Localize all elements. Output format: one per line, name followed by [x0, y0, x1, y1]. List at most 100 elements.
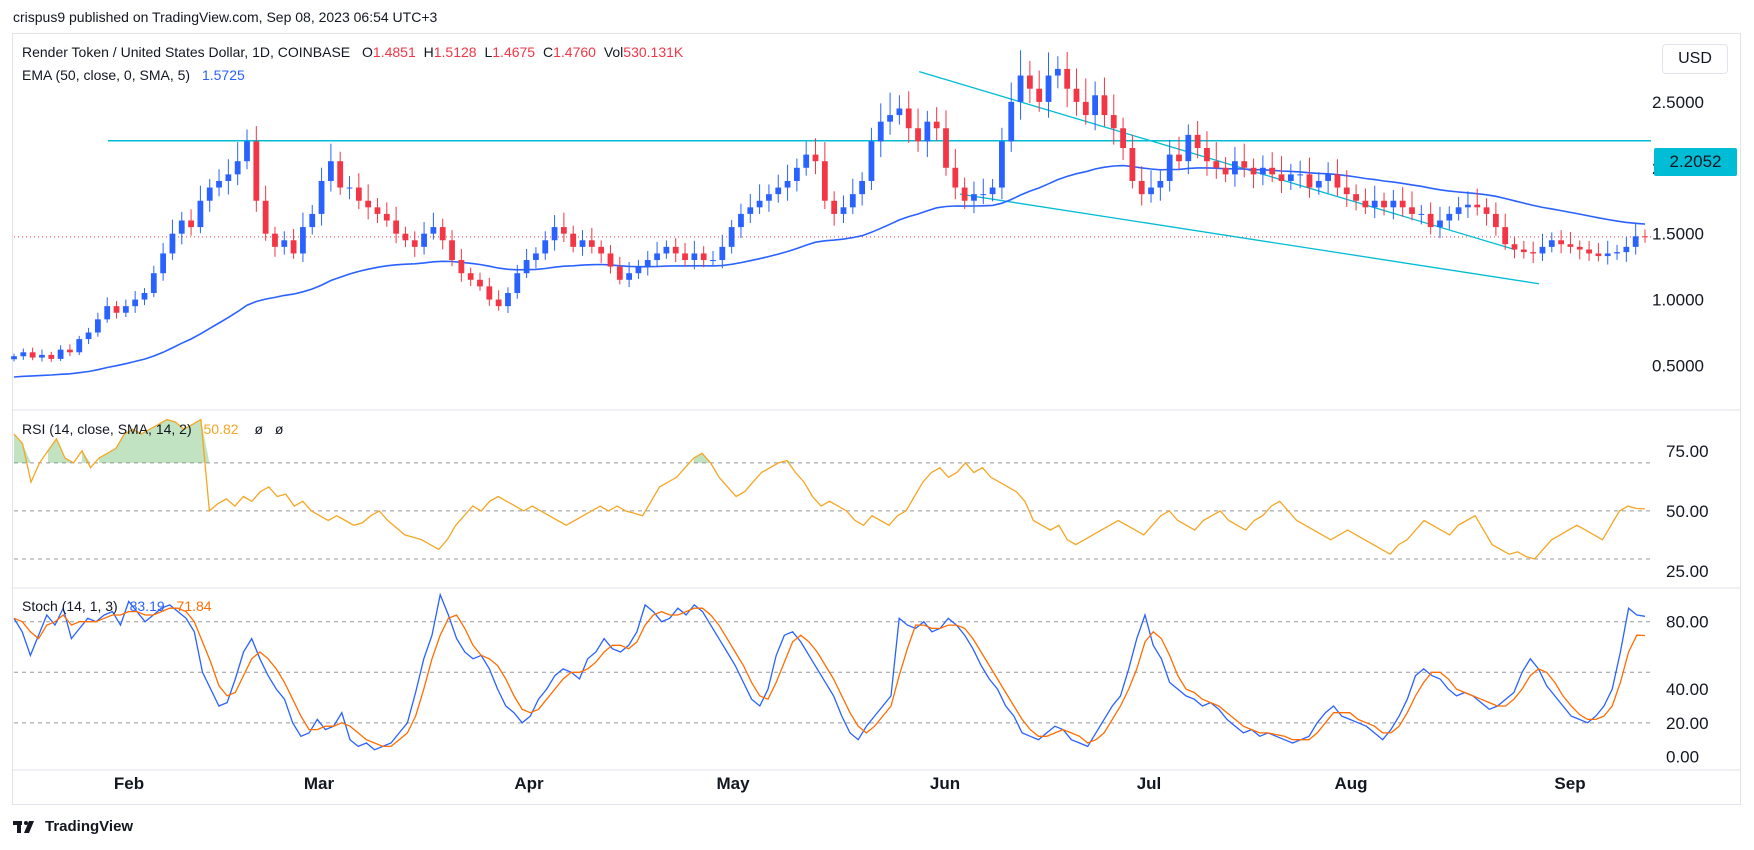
- candle-body: [48, 354, 55, 359]
- candle-body: [94, 319, 101, 333]
- candle-body: [1623, 246, 1630, 253]
- candle-body: [1353, 194, 1359, 201]
- candle-body: [812, 154, 819, 162]
- candle-body: [505, 292, 511, 307]
- close-label: C: [542, 44, 554, 60]
- stoch-tick-0: 0.00: [1666, 748, 1699, 767]
- month-tick-jun: Jun: [930, 774, 960, 793]
- candle-body: [1465, 204, 1471, 208]
- stoch-tick-2: 40.00: [1666, 680, 1709, 699]
- close-value: 1.4760: [553, 44, 596, 60]
- candle-body: [150, 273, 157, 293]
- candle-body: [971, 194, 977, 201]
- candle-body: [570, 233, 577, 247]
- candle-body: [933, 121, 940, 129]
- candle-body: [495, 299, 502, 307]
- candle-body: [877, 121, 884, 142]
- candle-body: [1026, 75, 1033, 89]
- candle-body: [1343, 187, 1350, 195]
- candle-body: [598, 246, 605, 254]
- candle-body: [1530, 252, 1537, 254]
- candle-body: [1548, 240, 1555, 247]
- candle-body: [113, 306, 120, 313]
- volume-value: 530.131K: [623, 44, 684, 60]
- candle-body: [1120, 128, 1126, 149]
- rsi-tick-2: 75.00: [1666, 442, 1709, 461]
- open-value: 1.4851: [372, 44, 416, 60]
- candle-body: [1204, 148, 1210, 162]
- rsi-value: 50.82: [203, 421, 239, 437]
- rsi-label: RSI (14, close, SMA, 14, 2): [22, 421, 192, 437]
- candle-body: [253, 141, 260, 201]
- candle-body: [1287, 174, 1294, 181]
- candle-body: [1334, 174, 1341, 188]
- candle-body: [1213, 161, 1220, 168]
- candle-body: [672, 246, 679, 254]
- candle-body: [1362, 200, 1369, 208]
- candle-body: [1129, 148, 1136, 181]
- candle-body: [1427, 213, 1434, 228]
- symbol-title: Render Token / United States Dollar, 1D,…: [22, 44, 351, 60]
- candle-body: [859, 180, 866, 195]
- candle-body: [1176, 154, 1182, 162]
- candle-body: [1539, 246, 1546, 254]
- candle-body: [1073, 88, 1080, 102]
- month-tick-jul: Jul: [1137, 774, 1162, 793]
- candle-body: [803, 154, 810, 168]
- candle-body: [1492, 213, 1499, 228]
- candle-body: [560, 227, 567, 234]
- candle-body: [1390, 200, 1397, 208]
- stoch-d-line: [13, 607, 1646, 748]
- candle-body: [905, 108, 912, 129]
- tradingview-logo-icon: [13, 820, 34, 833]
- candle-body: [1278, 174, 1285, 181]
- candle-body: [85, 332, 92, 340]
- candle-body: [868, 141, 875, 181]
- stoch-label: Stoch (14, 1, 3): [22, 598, 118, 614]
- candle-body: [1297, 174, 1304, 176]
- symbol-legend: Render Token / United States Dollar, 1D,…: [22, 44, 683, 60]
- candle-body: [337, 161, 344, 188]
- candle-body: [1166, 154, 1173, 181]
- candle-body: [775, 187, 782, 195]
- candle-body: [588, 240, 595, 247]
- high-label: H: [423, 44, 434, 60]
- month-tick-may: May: [716, 774, 750, 793]
- candle-body: [663, 246, 670, 254]
- candle-body: [1269, 167, 1276, 175]
- candle-body: [486, 286, 493, 300]
- candle-body: [355, 187, 362, 201]
- candle-body: [1017, 75, 1024, 102]
- stoch-k-value: 83.19: [129, 598, 165, 614]
- candle-body: [719, 246, 726, 261]
- candle-body: [1614, 252, 1620, 254]
- publish-line: crispus9 published on TradingView.com, S…: [13, 9, 438, 25]
- currency-button[interactable]: USD: [1662, 44, 1728, 74]
- candle-body: [272, 233, 278, 247]
- candle-body: [57, 349, 64, 359]
- candle-body: [458, 260, 465, 274]
- candle-body: [523, 260, 530, 274]
- trendline-upper: [919, 70, 1515, 251]
- candle-body: [188, 220, 194, 228]
- candle-body: [710, 260, 716, 262]
- candle-body: [1399, 200, 1406, 208]
- candle-body: [20, 352, 27, 357]
- candle-body: [244, 141, 250, 162]
- tradingview-brand: TradingView: [13, 818, 133, 835]
- candle-body: [1045, 75, 1052, 102]
- candle-body: [766, 194, 772, 201]
- candle-body: [644, 260, 651, 267]
- month-tick-apr: Apr: [514, 774, 544, 793]
- candle-body: [1511, 244, 1518, 250]
- ema-legend: EMA (50, close, 0, SMA, 5) 1.5725: [22, 67, 245, 83]
- candle-body: [793, 167, 800, 181]
- candle-body: [1008, 101, 1015, 142]
- candle-body: [104, 306, 111, 320]
- candle-body: [309, 213, 316, 228]
- candle-body: [551, 227, 558, 241]
- candle-body: [327, 161, 334, 181]
- rsi-legend: RSI (14, close, SMA, 14, 2) 50.82 ø ø: [22, 421, 283, 437]
- stoch-tick-3: 80.00: [1666, 613, 1709, 632]
- candle-body: [1474, 204, 1481, 208]
